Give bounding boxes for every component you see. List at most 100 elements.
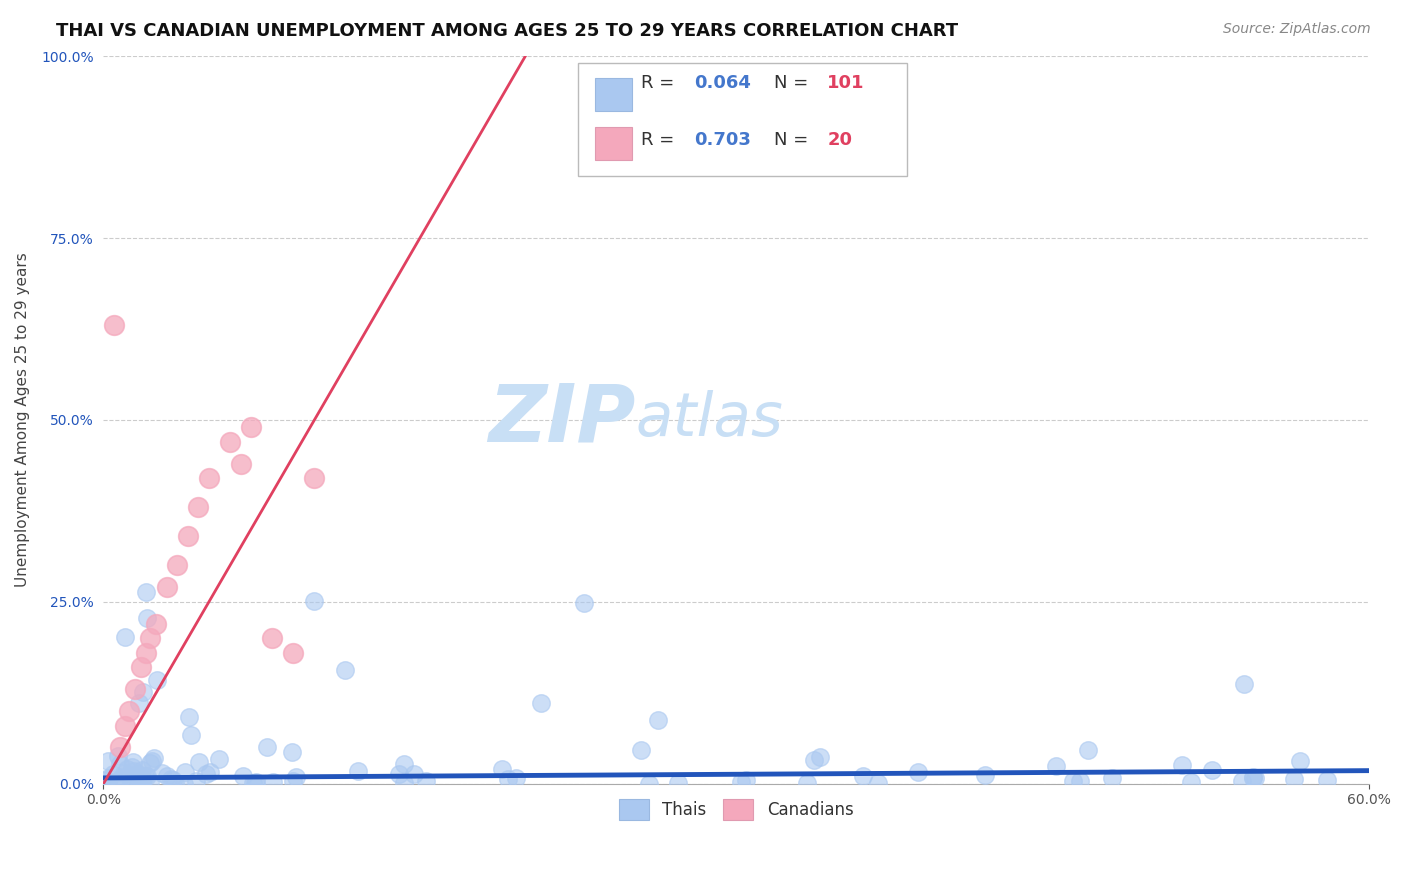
Point	[114, 630, 136, 644]
Text: atlas: atlas	[636, 391, 783, 450]
Point	[141, 754, 163, 768]
Point	[1316, 773, 1339, 788]
Point	[122, 764, 145, 779]
Point	[262, 631, 284, 645]
Point	[232, 769, 254, 783]
Text: THAI VS CANADIAN UNEMPLOYMENT AMONG AGES 25 TO 29 YEARS CORRELATION CHART: THAI VS CANADIAN UNEMPLOYMENT AMONG AGES…	[56, 22, 959, 40]
Point	[1077, 743, 1099, 757]
Point	[1284, 772, 1306, 787]
Point	[207, 752, 229, 766]
Point	[638, 776, 661, 790]
Point	[132, 684, 155, 698]
Point	[808, 749, 831, 764]
Point	[127, 767, 149, 781]
Point	[1101, 771, 1123, 785]
Point	[630, 742, 652, 756]
Point	[284, 770, 307, 784]
Point	[105, 774, 128, 789]
Point	[730, 775, 752, 789]
Point	[136, 611, 159, 625]
Text: Source: ZipAtlas.com: Source: ZipAtlas.com	[1223, 22, 1371, 37]
Point	[160, 772, 183, 787]
Point	[121, 760, 143, 774]
Point	[262, 775, 284, 789]
Point	[166, 558, 188, 573]
Point	[1230, 773, 1253, 788]
Point	[97, 771, 120, 785]
Point	[973, 767, 995, 781]
Point	[1233, 677, 1256, 691]
Point	[245, 775, 267, 789]
Point	[124, 682, 146, 697]
Text: 20: 20	[827, 131, 852, 149]
Text: N =: N =	[775, 131, 814, 149]
Point	[572, 596, 595, 610]
Point	[333, 663, 356, 677]
FancyBboxPatch shape	[578, 63, 907, 177]
Point	[229, 457, 252, 471]
Point	[866, 776, 889, 790]
Point	[135, 584, 157, 599]
Point	[150, 765, 173, 780]
Point	[1062, 774, 1084, 789]
Point	[120, 776, 142, 790]
Point	[242, 776, 264, 790]
Point	[1241, 771, 1264, 785]
Point	[110, 740, 132, 755]
Point	[94, 773, 117, 788]
Point	[198, 765, 221, 780]
Point	[734, 772, 756, 787]
Text: 101: 101	[827, 74, 865, 92]
Point	[112, 766, 135, 780]
Point	[1201, 763, 1223, 777]
Point	[240, 420, 263, 434]
Point	[139, 756, 162, 770]
Y-axis label: Unemployment Among Ages 25 to 29 years: Unemployment Among Ages 25 to 29 years	[15, 252, 30, 587]
Point	[139, 631, 162, 645]
Point	[156, 580, 179, 594]
Point	[162, 772, 184, 787]
Point	[1171, 758, 1194, 772]
Point	[156, 769, 179, 783]
Point	[1289, 754, 1312, 768]
Point	[302, 594, 325, 608]
Point	[136, 768, 159, 782]
Point	[394, 776, 416, 790]
Point	[97, 777, 120, 791]
Point	[121, 755, 143, 769]
Point	[180, 728, 202, 742]
Point	[256, 739, 278, 754]
Point	[219, 434, 242, 449]
Point	[131, 776, 153, 790]
Point	[173, 777, 195, 791]
Point	[165, 776, 187, 790]
Point	[796, 776, 818, 790]
Point	[1045, 759, 1067, 773]
Legend: Thais, Canadians: Thais, Canadians	[613, 793, 860, 826]
Point	[97, 754, 120, 768]
Point	[103, 318, 125, 333]
Point	[1244, 771, 1267, 785]
Point	[101, 766, 124, 780]
Point	[134, 769, 156, 783]
Point	[304, 471, 326, 485]
Point	[188, 755, 211, 769]
Text: N =: N =	[775, 74, 814, 92]
Point	[107, 773, 129, 788]
FancyBboxPatch shape	[595, 78, 633, 111]
Point	[117, 763, 139, 777]
Point	[666, 776, 689, 790]
Point	[852, 769, 875, 783]
Point	[1243, 771, 1265, 785]
Point	[127, 772, 149, 786]
Point	[131, 774, 153, 789]
Point	[505, 771, 527, 785]
Point	[281, 745, 304, 759]
Point	[146, 673, 169, 687]
Text: 0.064: 0.064	[695, 74, 751, 92]
Point	[114, 718, 136, 732]
Point	[118, 704, 141, 718]
Point	[1069, 773, 1091, 788]
Point	[142, 751, 165, 765]
Point	[245, 776, 267, 790]
